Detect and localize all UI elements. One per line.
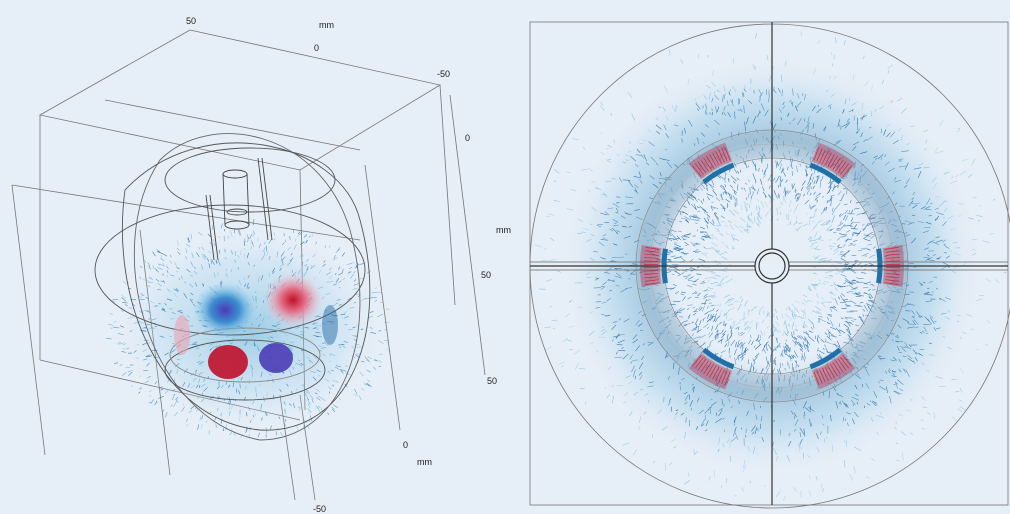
pole-upper-right [263, 272, 323, 328]
pole-hatch [644, 271, 658, 272]
pole-lower-left [208, 345, 248, 379]
pole-upper-left [193, 282, 257, 338]
isometric-3d-view[interactable]: 50 mm 0 -50 0 mm 50 50 0 mm -50 [0, 0, 520, 513]
pole-hatch [886, 271, 900, 272]
axis-tick-label: 0 [465, 133, 470, 143]
axis-tick-label: 50 [186, 16, 196, 26]
axis-tick-label: 50 [487, 376, 497, 386]
axis-unit-label: mm [417, 457, 432, 467]
pole-hatch [886, 261, 900, 262]
axis-tick-label: 50 [481, 270, 491, 280]
top-view-canvas [520, 0, 1010, 513]
axis-unit-label: mm [319, 20, 334, 30]
pole-hatch [644, 261, 658, 262]
pole-side-left [174, 315, 190, 355]
axis-tick-label: 0 [403, 440, 408, 450]
pole-lower-right [259, 343, 293, 373]
top-view[interactable] [520, 0, 1010, 513]
center-bore [755, 249, 789, 283]
axis-unit-label: mm [496, 225, 511, 235]
pole-side-right [322, 305, 338, 345]
axis-tick-label: 0 [314, 43, 319, 53]
axis-tick-label: -50 [437, 69, 450, 79]
